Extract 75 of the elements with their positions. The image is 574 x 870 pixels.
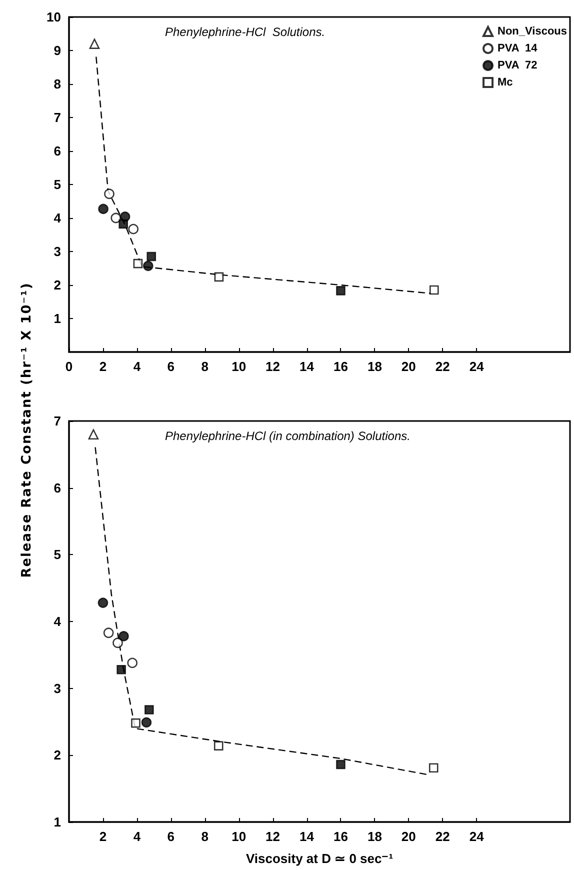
y-tick-label: 6 [54,480,61,496]
x-tick-label: 8 [201,359,208,374]
point [429,285,439,295]
x-tick-label: 18 [367,829,382,844]
x-tick-label: 14 [300,359,315,374]
x-tick-label: 16 [333,829,348,844]
x-tick-label: 2 [99,829,107,844]
point [131,718,140,728]
legend-label: Mc [498,76,513,88]
point [118,631,129,642]
y-tick-label: 1 [54,311,61,326]
text: Phenylephrine-HCl (in combination) Solutions. [165,429,410,443]
point [118,219,128,229]
x-tick-label: 22 [435,829,450,844]
point [89,38,100,49]
y-tick-label: 4 [54,210,62,226]
point [144,705,154,714]
point [98,204,108,214]
x-tick-label: 6 [167,359,175,374]
x-tick-label: 24 [469,829,485,844]
x-tick-label: 18 [367,359,382,374]
y-tick-label: 3 [54,680,61,696]
point [336,760,346,770]
x-tick-label: 0 [65,359,73,374]
text: Phenylephrine-HCl Solutions. [165,25,326,39]
x-tick-label: 10 [232,829,246,844]
point [116,664,126,674]
x-tick-label: 12 [266,829,280,844]
point [133,258,143,268]
y-tick-label: 8 [54,76,61,92]
x-tick-label: 12 [266,359,280,374]
legend-label: Non_Viscous [498,26,568,38]
y-tick-label: 1 [54,814,61,830]
point [428,763,438,773]
point [112,638,123,648]
point [103,628,114,638]
y-tick-label: 7 [54,110,61,125]
x-tick-label: 2 [99,359,107,374]
x-tick-label: 20 [401,829,416,844]
point [141,717,152,728]
x-tick-label: 22 [435,359,450,374]
point [104,188,114,200]
y-tick-label: 10 [46,10,61,24]
y-tick-label: 6 [54,144,61,158]
y-tick-label: 9 [54,43,61,58]
legend-label: PVA 72 [498,60,538,72]
y-tick-label: 7 [54,414,61,428]
y-tick-label: 3 [54,244,61,259]
y-tick-label: 4 [54,614,62,629]
point [214,272,224,282]
x-tick-label: 8 [201,829,208,844]
point [146,252,156,262]
x-axis-title: Viscosity at D ≃ 0 sec⁻¹ [246,851,394,866]
point [127,658,138,668]
x-tick-label: 16 [333,359,348,374]
x-tick-label: 4 [133,359,142,374]
point [128,224,139,234]
y-tick-label: 5 [54,177,61,192]
y-tick-label: 5 [54,547,61,562]
point [98,598,108,608]
y-tick-label: 2 [54,278,61,292]
x-tick-label: 24 [469,359,485,374]
y-tick-label: 2 [54,748,61,763]
x-tick-label: 4 [133,829,142,844]
point [88,429,99,440]
point [336,286,346,296]
x-tick-label: 20 [401,359,416,374]
x-tick-label: 14 [300,829,315,844]
x-tick-label: 10 [232,359,246,374]
point [110,212,122,224]
point [214,741,224,750]
legend-label: PVA 14 [498,42,538,54]
y-axis-title: Release Rate Constant (hr⁻¹ X 10⁻¹) [20,282,34,578]
point [143,260,154,272]
x-tick-label: 6 [167,829,175,844]
